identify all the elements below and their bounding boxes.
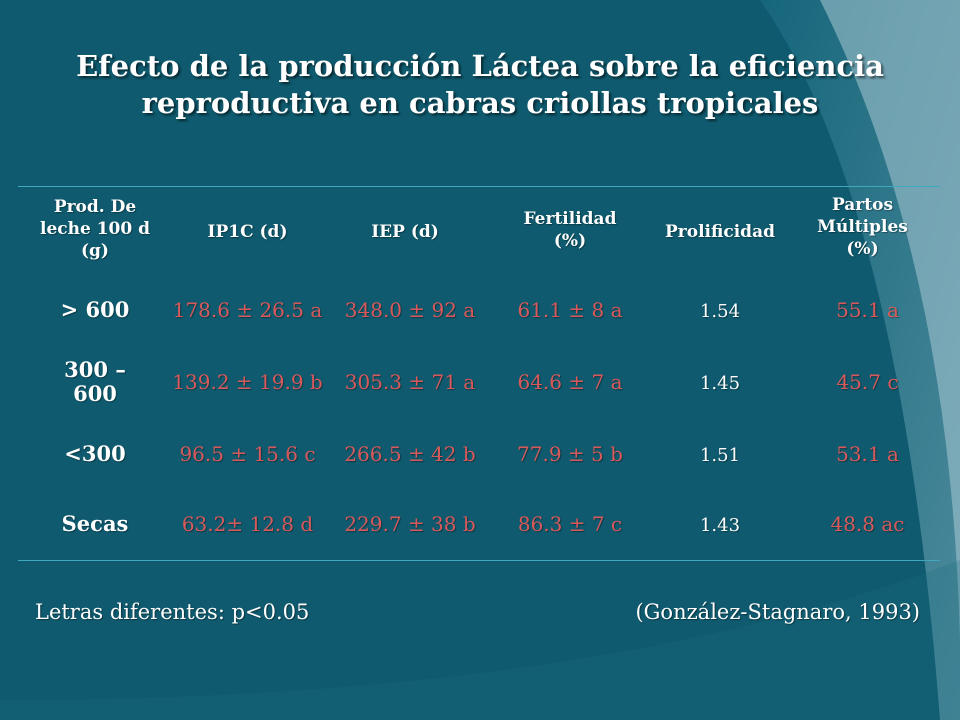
header-prolificidad: Prolificidad: [665, 222, 775, 242]
row1-fertilidad: 61.1 ± 8 a: [517, 298, 623, 322]
row3-partos: 53.1 a: [836, 442, 899, 466]
table-top-rule: [18, 186, 940, 187]
row2-partos: 45.7 c: [836, 370, 899, 394]
row2-fertilidad: 64.6 ± 7 a: [517, 370, 623, 394]
slide-title: Efecto de la producción Láctea sobre la …: [40, 48, 920, 122]
title-line-2: reproductiva en cabras criollas tropical…: [141, 86, 819, 120]
row-label-300-600: 300 – 600: [64, 357, 126, 406]
title-line-1: Efecto de la producción Láctea sobre la …: [76, 49, 884, 83]
citation: (González-Stagnaro, 1993): [635, 600, 920, 624]
row1-iep: 348.0 ± 92 a: [344, 298, 476, 322]
header-partos-multiples: Partos Múltiples (%): [817, 195, 908, 259]
row1-ip1c: 178.6 ± 26.5 a: [172, 298, 323, 322]
row4-iep: 229.7 ± 38 b: [344, 512, 476, 536]
row3-fertilidad: 77.9 ± 5 b: [517, 442, 623, 466]
row2-ip1c: 139.2 ± 19.9 b: [172, 370, 323, 394]
row4-partos: 48.8 ac: [830, 512, 905, 536]
row2-prolificidad: 1.45: [699, 373, 741, 394]
header-fertilidad: Fertilidad (%): [523, 209, 617, 251]
row1-prolificidad: 1.54: [699, 301, 741, 322]
row2-iep: 305.3 ± 71 a: [344, 370, 476, 394]
header-ip1c: IP1C (d): [207, 222, 288, 242]
row4-fertilidad: 86.3 ± 7 c: [517, 512, 623, 536]
table-bottom-rule: [18, 560, 940, 561]
row3-iep: 266.5 ± 42 b: [344, 442, 476, 466]
row-label-lt300: <300: [64, 441, 126, 466]
header-prod-leche: Prod. De leche 100 d (g): [39, 197, 150, 261]
row-label-gt600: > 600: [60, 297, 130, 322]
row1-partos: 55.1 a: [836, 298, 899, 322]
row3-ip1c: 96.5 ± 15.6 c: [179, 442, 316, 466]
row3-prolificidad: 1.51: [699, 445, 741, 466]
row-label-secas: Secas: [61, 511, 129, 536]
footnote-significance: Letras diferentes: p<0.05: [35, 600, 310, 624]
header-iep: IEP (d): [371, 222, 439, 242]
row4-prolificidad: 1.43: [699, 515, 741, 536]
row4-ip1c: 63.2± 12.8 d: [181, 512, 314, 536]
